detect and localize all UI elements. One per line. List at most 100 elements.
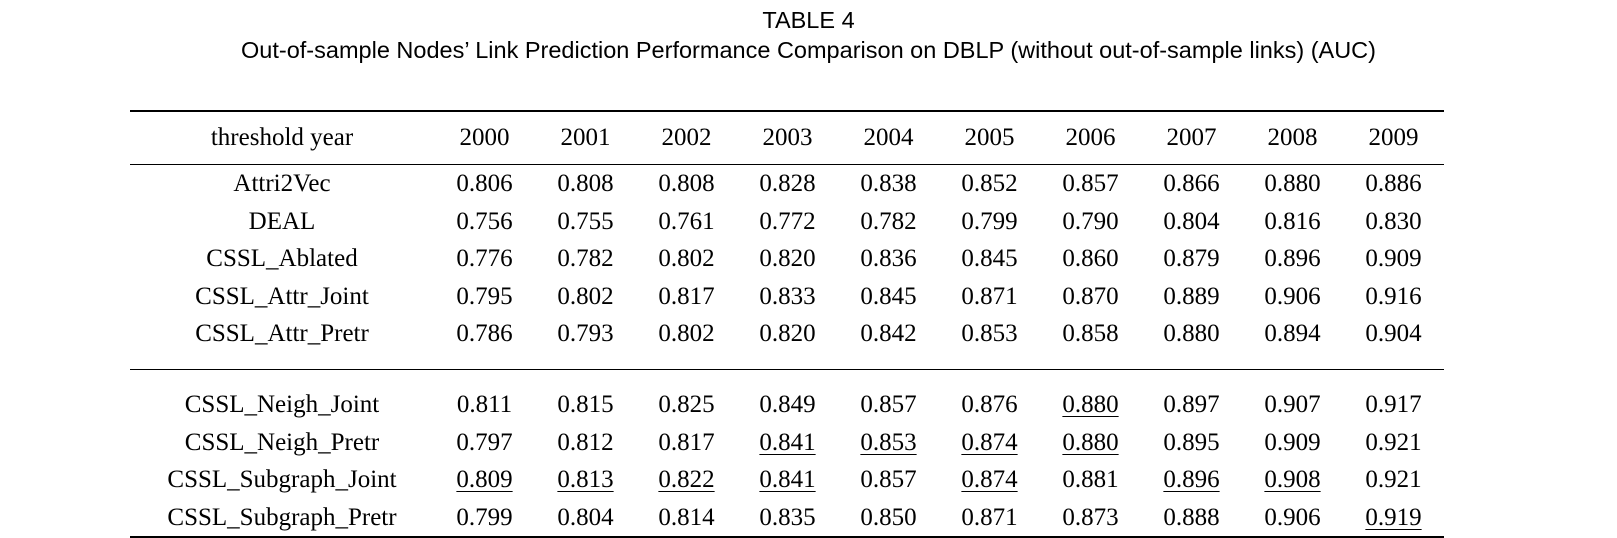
auc-value: 0.896	[1163, 466, 1220, 494]
auc-value: 0.825	[658, 390, 715, 418]
auc-value-cell: 0.921	[1343, 461, 1444, 499]
auc-value: 0.870	[1062, 282, 1119, 310]
method-name-cell: CSSL_Ablated	[206, 245, 358, 273]
auc-value-cell: 0.894	[1242, 315, 1343, 353]
auc-value-cell: 0.836	[838, 240, 939, 278]
table-row: CSSL_Subgraph_Joint 0.809 0.813 0.822 0.841 0…	[130, 461, 1444, 499]
auc-value: 0.845	[860, 282, 917, 310]
method-name-cell: CSSL_Attr_Pretr	[195, 320, 369, 348]
auc-value-cell: 0.814	[636, 499, 737, 538]
column-header-year: 2001	[560, 124, 611, 151]
auc-value-cell: 0.833	[737, 278, 838, 316]
auc-value-cell: 0.755	[535, 203, 636, 241]
auc-value-cell: 0.908	[1242, 461, 1343, 499]
auc-value: 0.828	[759, 170, 816, 197]
auc-value-cell: 0.835	[737, 499, 838, 538]
auc-value-cell: 0.853	[838, 424, 939, 462]
auc-value-cell: 0.853	[939, 315, 1040, 353]
auc-value: 0.871	[961, 282, 1018, 310]
auc-value-cell: 0.880	[1040, 424, 1141, 462]
auc-value: 0.772	[759, 207, 816, 235]
auc-value: 0.830	[1365, 207, 1422, 235]
auc-value: 0.812	[557, 428, 614, 456]
auc-value-cell: 0.786	[434, 315, 535, 353]
auc-value-cell: 0.874	[939, 461, 1040, 499]
auc-value-cell: 0.904	[1343, 315, 1444, 353]
auc-value: 0.802	[658, 320, 715, 348]
auc-value-cell: 0.919	[1343, 499, 1444, 538]
auc-value: 0.845	[961, 245, 1018, 273]
baseline-group: Attri2Vec 0.806 0.808 0.808 0.828 0.838 0.852 0…	[130, 164, 1444, 370]
auc-value: 0.799	[456, 503, 513, 531]
table-row: CSSL_Ablated 0.776 0.782 0.802 0.820 0.836 0.8…	[130, 240, 1444, 278]
auc-value: 0.850	[860, 503, 917, 531]
column-header-year: 2007	[1166, 124, 1217, 151]
auc-value-cell: 0.799	[939, 203, 1040, 241]
auc-value-cell: 0.793	[535, 315, 636, 353]
auc-value-cell: 0.897	[1141, 386, 1242, 424]
auc-value: 0.822	[658, 466, 715, 494]
auc-value-cell: 0.906	[1242, 278, 1343, 316]
auc-value: 0.921	[1365, 428, 1422, 456]
auc-value-cell: 0.907	[1242, 386, 1343, 424]
auc-value-cell: 0.811	[434, 386, 535, 424]
auc-value-cell: 0.816	[1242, 203, 1343, 241]
auc-value-cell: 0.809	[434, 461, 535, 499]
auc-value-cell: 0.857	[838, 386, 939, 424]
auc-value-cell: 0.857	[838, 461, 939, 499]
auc-value-cell: 0.797	[434, 424, 535, 462]
auc-value-cell: 0.782	[535, 240, 636, 278]
auc-value: 0.873	[1062, 503, 1119, 531]
group-spacer-cell	[130, 353, 1444, 370]
auc-value: 0.871	[961, 503, 1018, 531]
auc-value-cell: 0.842	[838, 315, 939, 353]
auc-value: 0.881	[1062, 466, 1119, 494]
column-header-year: 2002	[661, 124, 712, 151]
auc-value-cell: 0.813	[535, 461, 636, 499]
auc-value: 0.894	[1264, 320, 1321, 348]
auc-value-cell: 0.873	[1040, 499, 1141, 538]
column-header-year: 2009	[1368, 124, 1419, 151]
auc-value: 0.921	[1365, 466, 1422, 494]
auc-value-cell: 0.841	[737, 424, 838, 462]
auc-value: 0.879	[1163, 245, 1220, 273]
auc-value-cell: 0.802	[636, 240, 737, 278]
table-header-row: threshold year 2000 2001 2002 2003 2004 2005 2…	[130, 111, 1444, 165]
method-name-cell: Attri2Vec	[233, 170, 331, 197]
auc-value-cell: 0.817	[636, 424, 737, 462]
method-name-cell: DEAL	[248, 207, 316, 235]
results-table: threshold year 2000 2001 2002 2003 2004 2005 2…	[130, 110, 1444, 538]
auc-value: 0.833	[759, 282, 816, 310]
auc-value-cell: 0.828	[737, 165, 838, 203]
auc-value-cell: 0.880	[1141, 315, 1242, 353]
auc-value-cell: 0.806	[434, 165, 535, 203]
auc-value-cell: 0.812	[535, 424, 636, 462]
auc-value-cell: 0.795	[434, 278, 535, 316]
column-header-year: 2004	[863, 124, 914, 151]
auc-value-cell: 0.772	[737, 203, 838, 241]
auc-value-cell: 0.879	[1141, 240, 1242, 278]
auc-value-cell: 0.756	[434, 203, 535, 241]
auc-value: 0.804	[557, 503, 614, 531]
auc-value: 0.786	[456, 320, 513, 348]
row-header-cell: threshold year	[210, 124, 354, 151]
auc-value-cell: 0.857	[1040, 165, 1141, 203]
auc-value-cell: 0.838	[838, 165, 939, 203]
auc-value-cell: 0.830	[1343, 203, 1444, 241]
auc-value: 0.836	[860, 245, 917, 273]
auc-value: 0.813	[557, 466, 614, 494]
column-header-year: 2006	[1065, 124, 1116, 151]
auc-value: 0.793	[557, 320, 614, 348]
auc-value: 0.897	[1163, 390, 1220, 418]
table-row: DEAL 0.756 0.755 0.761 0.772 0.782 0.799 0.790 0…	[130, 203, 1444, 241]
auc-value: 0.782	[860, 207, 917, 235]
auc-value-cell: 0.860	[1040, 240, 1141, 278]
group-divider-cell	[130, 369, 1444, 386]
auc-value-cell: 0.876	[939, 386, 1040, 424]
auc-value-cell: 0.880	[1040, 386, 1141, 424]
method-name-cell: CSSL_Neigh_Joint	[184, 390, 380, 418]
auc-value: 0.880	[1163, 320, 1220, 348]
auc-value-cell: 0.916	[1343, 278, 1444, 316]
auc-value: 0.841	[759, 466, 816, 494]
auc-value-cell: 0.895	[1141, 424, 1242, 462]
